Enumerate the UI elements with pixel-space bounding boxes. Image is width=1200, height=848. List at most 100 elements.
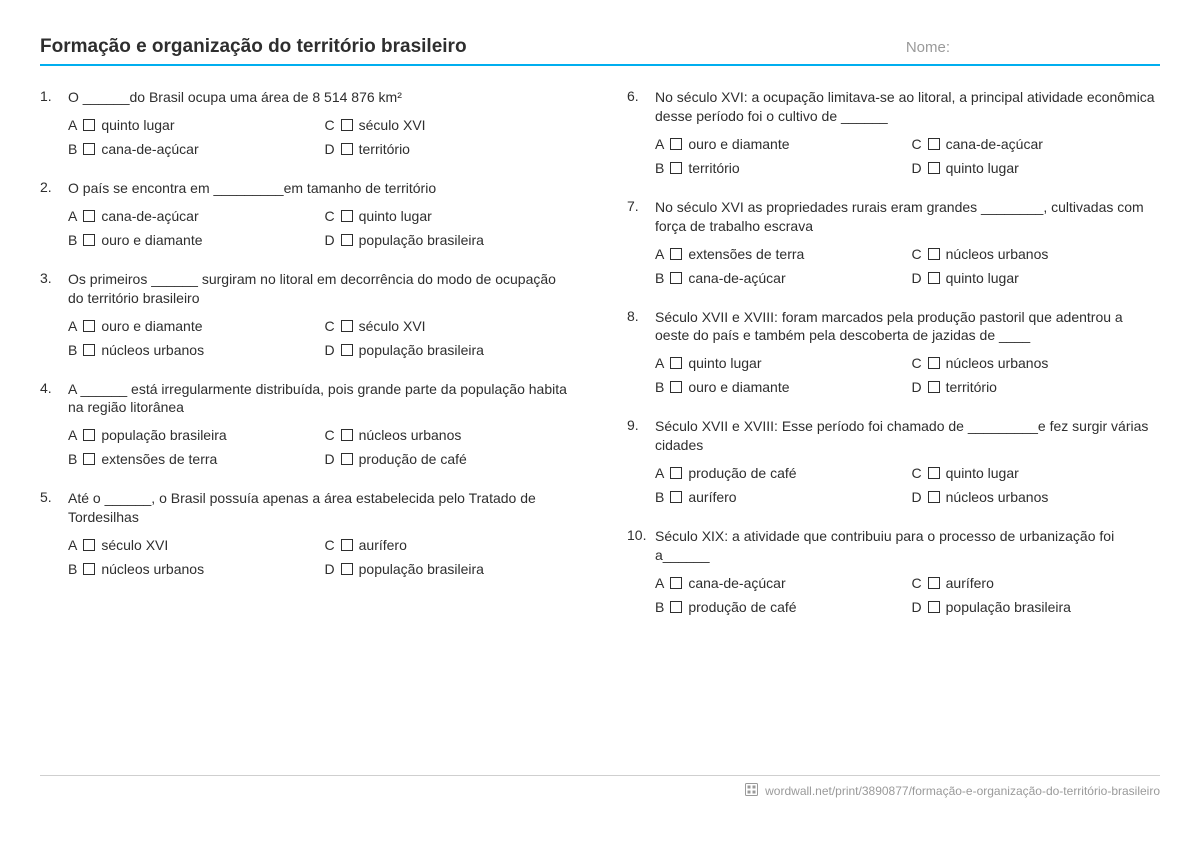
checkbox-icon[interactable] (341, 119, 353, 131)
question-body: Até o ______, o Brasil possuía apenas a … (68, 489, 573, 577)
option-c[interactable]: Cquinto lugar (325, 208, 574, 224)
option-d[interactable]: Dpopulação brasileira (325, 561, 574, 577)
name-label: Nome: (906, 39, 1160, 56)
question-body: Os primeiros ______ surgiram no litoral … (68, 270, 573, 358)
option-b[interactable]: Bnúcleos urbanos (68, 561, 317, 577)
checkbox-icon[interactable] (83, 210, 95, 222)
option-c[interactable]: Cquinto lugar (912, 465, 1161, 481)
checkbox-icon[interactable] (83, 320, 95, 332)
checkbox-icon[interactable] (83, 344, 95, 356)
option-d[interactable]: Dpopulação brasileira (325, 232, 574, 248)
option-letter: C (325, 318, 335, 334)
option-a[interactable]: Aquinto lugar (68, 117, 317, 133)
checkbox-icon[interactable] (341, 539, 353, 551)
option-c[interactable]: Cnúcleos urbanos (912, 355, 1161, 371)
option-c[interactable]: Cséculo XVI (325, 117, 574, 133)
option-letter: A (68, 427, 77, 443)
option-letter: A (655, 136, 664, 152)
checkbox-icon[interactable] (341, 563, 353, 575)
checkbox-icon[interactable] (341, 234, 353, 246)
option-text: núcleos urbanos (946, 355, 1049, 371)
option-a[interactable]: Aprodução de café (655, 465, 904, 481)
option-d[interactable]: Dterritório (912, 379, 1161, 395)
question-text: Os primeiros ______ surgiram no litoral … (68, 270, 573, 308)
checkbox-icon[interactable] (928, 381, 940, 393)
checkbox-icon[interactable] (928, 467, 940, 479)
option-a[interactable]: Acana-de-açúcar (655, 575, 904, 591)
option-c[interactable]: Ccana-de-açúcar (912, 136, 1161, 152)
checkbox-icon[interactable] (341, 453, 353, 465)
option-text: ouro e diamante (688, 379, 789, 395)
option-c[interactable]: Cnúcleos urbanos (325, 427, 574, 443)
checkbox-icon[interactable] (670, 248, 682, 260)
option-c[interactable]: Cséculo XVI (325, 318, 574, 334)
checkbox-icon[interactable] (928, 491, 940, 503)
option-letter: B (68, 451, 77, 467)
option-a[interactable]: Aouro e diamante (68, 318, 317, 334)
checkbox-icon[interactable] (928, 357, 940, 369)
option-b[interactable]: Bouro e diamante (655, 379, 904, 395)
checkbox-icon[interactable] (670, 272, 682, 284)
checkbox-icon[interactable] (341, 320, 353, 332)
option-d[interactable]: Dterritório (325, 141, 574, 157)
option-letter: D (912, 160, 922, 176)
option-d[interactable]: Dpopulação brasileira (912, 599, 1161, 615)
checkbox-icon[interactable] (928, 248, 940, 260)
option-a[interactable]: Aquinto lugar (655, 355, 904, 371)
checkbox-icon[interactable] (928, 601, 940, 613)
option-b[interactable]: Bnúcleos urbanos (68, 342, 317, 358)
option-text: extensões de terra (101, 451, 217, 467)
option-b[interactable]: Baurífero (655, 489, 904, 505)
footer: wordwall.net/print/3890877/formação-e-or… (40, 775, 1160, 800)
option-b[interactable]: Bterritório (655, 160, 904, 176)
option-d[interactable]: Dpopulação brasileira (325, 342, 574, 358)
option-a[interactable]: Aséculo XVI (68, 537, 317, 553)
question-text: Século XVII e XVIII: Esse período foi ch… (655, 417, 1160, 455)
option-b[interactable]: Bprodução de café (655, 599, 904, 615)
option-d[interactable]: Dnúcleos urbanos (912, 489, 1161, 505)
checkbox-icon[interactable] (83, 453, 95, 465)
checkbox-icon[interactable] (83, 563, 95, 575)
option-c[interactable]: Cnúcleos urbanos (912, 246, 1161, 262)
option-a[interactable]: Aouro e diamante (655, 136, 904, 152)
checkbox-icon[interactable] (670, 467, 682, 479)
checkbox-icon[interactable] (670, 381, 682, 393)
checkbox-icon[interactable] (928, 138, 940, 150)
checkbox-icon[interactable] (341, 344, 353, 356)
option-text: ouro e diamante (101, 318, 202, 334)
option-d[interactable]: Dprodução de café (325, 451, 574, 467)
option-d[interactable]: Dquinto lugar (912, 270, 1161, 286)
option-text: população brasileira (101, 427, 226, 443)
question-number: 9. (627, 417, 655, 505)
checkbox-icon[interactable] (83, 429, 95, 441)
checkbox-icon[interactable] (83, 119, 95, 131)
checkbox-icon[interactable] (83, 143, 95, 155)
checkbox-icon[interactable] (670, 601, 682, 613)
option-text: núcleos urbanos (101, 342, 204, 358)
checkbox-icon[interactable] (341, 210, 353, 222)
checkbox-icon[interactable] (341, 429, 353, 441)
checkbox-icon[interactable] (670, 491, 682, 503)
checkbox-icon[interactable] (928, 577, 940, 589)
option-a[interactable]: Apopulação brasileira (68, 427, 317, 443)
option-a[interactable]: Aextensões de terra (655, 246, 904, 262)
checkbox-icon[interactable] (83, 234, 95, 246)
wordwall-icon (745, 783, 758, 799)
option-a[interactable]: Acana-de-açúcar (68, 208, 317, 224)
checkbox-icon[interactable] (670, 162, 682, 174)
option-d[interactable]: Dquinto lugar (912, 160, 1161, 176)
checkbox-icon[interactable] (670, 357, 682, 369)
checkbox-icon[interactable] (928, 272, 940, 284)
option-c[interactable]: Caurífero (912, 575, 1161, 591)
options-grid: Aquinto lugar Cnúcleos urbanos Bouro e dia… (655, 355, 1160, 395)
checkbox-icon[interactable] (670, 577, 682, 589)
option-b[interactable]: Bcana-de-açúcar (655, 270, 904, 286)
checkbox-icon[interactable] (928, 162, 940, 174)
option-b[interactable]: Bcana-de-açúcar (68, 141, 317, 157)
option-c[interactable]: Caurífero (325, 537, 574, 553)
option-b[interactable]: Bextensões de terra (68, 451, 317, 467)
checkbox-icon[interactable] (83, 539, 95, 551)
checkbox-icon[interactable] (341, 143, 353, 155)
option-b[interactable]: Bouro e diamante (68, 232, 317, 248)
checkbox-icon[interactable] (670, 138, 682, 150)
